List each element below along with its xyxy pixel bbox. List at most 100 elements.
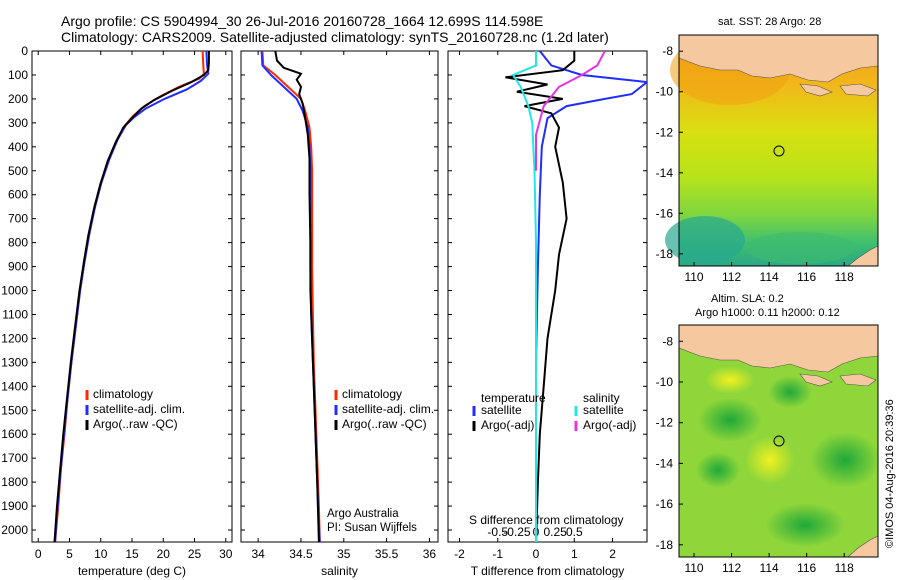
x-tick-label: 25 <box>188 547 202 561</box>
sla-low-blob <box>705 366 755 394</box>
legend-label: Argo(..raw -QC) <box>342 417 427 431</box>
island-land <box>839 373 877 387</box>
sla-map-axes: -8 -10 -12 -14 -16 -18 110 112 114 116 118 <box>656 334 854 575</box>
series-line <box>511 51 537 542</box>
lat-tick-label: -12 <box>656 125 674 139</box>
x-axis-label: temperature (deg C) <box>78 564 186 578</box>
sst-map-axes: -8 -10 -12 -14 -16 -18 110 112 114 116 118 <box>656 44 854 284</box>
depth-tick-label: 300 <box>8 116 28 130</box>
lon-tick-label: 116 <box>797 270 816 284</box>
sla-high-blob <box>810 432 880 488</box>
lat-tick-label: -16 <box>656 206 674 220</box>
legend-label: satellite-adj. clim. <box>342 402 434 416</box>
legend-label: satellite <box>481 403 522 417</box>
lon-tick-label: 118 <box>835 270 854 284</box>
imos-credit: ©IMOS 04-Aug-2016 20:39:36 <box>884 399 896 548</box>
salinity-panel: 34 34.5 35 35.5 36 salinity climatologysatelli… <box>240 50 439 578</box>
x-axis-label: salinity <box>321 564 358 578</box>
x-tick-label: 0 <box>533 547 540 561</box>
depth-tick-label: 100 <box>8 68 28 82</box>
island-land <box>839 83 877 97</box>
sla-high-blob <box>765 503 845 547</box>
s-tick-label: 0.5 <box>566 525 583 539</box>
x-tick-label: 36 <box>423 547 437 561</box>
plot-frame <box>240 50 439 543</box>
sla-high-blob <box>768 376 812 408</box>
s-tick-label: -0.25 <box>503 525 531 539</box>
depth-tick-label: 2000 <box>1 523 28 537</box>
lon-tick-label: 114 <box>760 561 779 575</box>
sla-high-blob <box>696 452 740 488</box>
s-tick-label: 0.25 <box>543 525 567 539</box>
island-land <box>799 373 833 387</box>
legend-label: satellite-adj. clim. <box>93 402 185 416</box>
x-axis-label: T difference from climatology <box>471 564 625 578</box>
lon-tick-label: 110 <box>684 270 703 284</box>
depth-tick-label: 1000 <box>1 284 28 298</box>
plot-frame <box>31 50 233 543</box>
plot-frame <box>447 50 648 543</box>
depth-tick-label: 1200 <box>1 331 28 345</box>
sst-cool-patch <box>665 216 745 264</box>
depth-tick-label: 1400 <box>1 379 28 393</box>
depth-tick-label: 900 <box>8 260 28 274</box>
lon-tick-label: 112 <box>722 270 741 284</box>
depth-tick-label: 1100 <box>2 307 28 321</box>
series-line <box>53 51 210 542</box>
x-tick-label: 15 <box>125 547 139 561</box>
difference-panel: -2 -1 0 1 2-0.5-0.25 0 0.25 0.5T difference fro… <box>447 50 648 578</box>
depth-tick-label: 1500 <box>1 403 28 417</box>
lon-tick-label: 118 <box>835 561 854 575</box>
lat-tick-label: -10 <box>656 85 674 99</box>
lon-tick-label: 116 <box>797 561 816 575</box>
legend-label: climatology <box>93 387 153 401</box>
lat-tick-label: -8 <box>662 44 673 58</box>
lat-tick-label: -16 <box>656 497 674 511</box>
legend-label: satellite <box>583 403 624 417</box>
lon-tick-label: 110 <box>684 561 703 575</box>
depth-tick-label: 600 <box>8 188 28 202</box>
sst-map-frame <box>678 34 879 267</box>
sst-map-title: sat. SST: 28 Argo: 28 <box>718 16 821 28</box>
depth-tick-label: 1700 <box>1 451 28 465</box>
temperature-panel: 0 5 10 15 20 25 30 temperature (deg C) climatolo… <box>31 50 233 578</box>
series-line <box>535 51 606 171</box>
lat-tick-label: -10 <box>656 375 674 389</box>
depth-tick-label: 500 <box>8 164 28 178</box>
depth-tick-label: 0 <box>21 44 28 58</box>
legend-header-temperature: temperature <box>481 391 546 405</box>
header-line-1: Argo profile: CS 5904994_30 26-Jul-2016 … <box>61 13 543 29</box>
x-tick-label: -1 <box>492 547 503 561</box>
x-tick-label: 34 <box>251 547 265 561</box>
lat-tick-label: -18 <box>656 538 674 552</box>
s-difference-label: S difference from climatology <box>469 513 624 527</box>
sla-map-title-1: Altim. SLA: 0.2 <box>711 293 784 305</box>
lat-tick-label: -14 <box>656 456 674 470</box>
series-line <box>505 51 576 542</box>
lat-tick-label: -18 <box>656 247 674 261</box>
sla-low-blob <box>745 436 795 484</box>
x-tick-label: 35.5 <box>375 547 399 561</box>
sst-map: sat. SST: 28 Argo: 28 -8 -10 -12 -14 -16 -18 1… <box>656 16 879 284</box>
x-tick-label: 35 <box>337 547 351 561</box>
lon-tick-label: 112 <box>722 561 741 575</box>
s-tick-label: -0.5 <box>487 525 508 539</box>
sla-map: Altim. SLA: 0.2 Argo h1000: 0.11 h2000: … <box>656 293 880 575</box>
depth-tick-label: 1300 <box>1 355 28 369</box>
header-line-2: Climatology: CARS2009. Satellite-adjuste… <box>61 29 609 45</box>
sla-map-title-2: Argo h1000: 0.11 h2000: 0.12 <box>695 307 840 319</box>
legend-label: Argo(..raw -QC) <box>93 417 178 431</box>
depth-tick-label: 1600 <box>1 427 28 441</box>
depth-tick-label: 200 <box>8 92 28 106</box>
island-land <box>799 83 833 97</box>
depth-tick-label: 400 <box>8 140 28 154</box>
x-tick-label: 34.5 <box>289 547 313 561</box>
argo-australia-note: Argo Australia <box>327 508 399 520</box>
sst-cool-patch <box>745 232 855 264</box>
legend-header-salinity: salinity <box>583 391 620 405</box>
sla-high-blob <box>698 398 762 442</box>
argo-location-marker <box>773 435 785 447</box>
legend-label: Argo(-adj) <box>481 418 534 432</box>
java-coast-land <box>678 324 879 373</box>
argo-location-marker <box>773 145 785 157</box>
